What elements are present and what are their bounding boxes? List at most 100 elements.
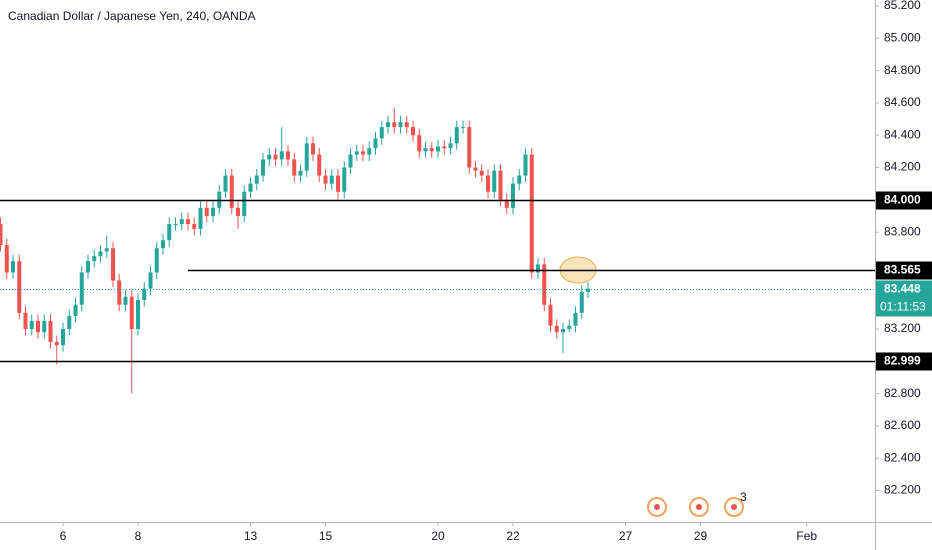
candle-body (129, 296, 134, 329)
candle-body (292, 159, 297, 176)
candle-body (54, 341, 59, 346)
candle-body (223, 175, 228, 192)
candle-body (117, 280, 122, 305)
candle-body (523, 154, 528, 176)
candle-body (23, 312, 28, 329)
candle-body (361, 151, 365, 155)
candle-body (517, 175, 522, 184)
y-tick-label: 85.200 (884, 0, 921, 12)
candle-body (286, 151, 290, 160)
candle-body (86, 261, 90, 273)
level-label-box (876, 191, 932, 210)
candle-body (79, 272, 84, 305)
candle-body (111, 248, 115, 281)
candle-body (154, 248, 159, 273)
candle-body (192, 224, 197, 229)
y-tick-label: 82.600 (884, 418, 921, 432)
level-label: 82.999 (884, 354, 921, 368)
events: 3 (647, 490, 747, 517)
event-dot (696, 504, 702, 510)
y-tick-label: 84.600 (884, 95, 921, 109)
candle-body (204, 207, 209, 216)
candle-body (104, 248, 109, 252)
candle-body (498, 170, 503, 200)
candle-body (398, 122, 403, 128)
last-price-label: 83.448 (884, 282, 921, 296)
candle-body (348, 154, 353, 168)
candle-body (11, 261, 15, 273)
y-tick-label: 82.200 (884, 483, 921, 497)
y-tick-label: 82.800 (884, 386, 921, 400)
candle-body (17, 261, 22, 313)
candle-body (173, 224, 178, 226)
candle-body (467, 127, 472, 168)
event-dot (654, 504, 660, 510)
candle-body (529, 154, 534, 273)
candle-body (448, 143, 453, 149)
candle-body (417, 135, 422, 152)
candle-body (567, 325, 572, 329)
x-tick-label: 6 (60, 529, 67, 543)
candle-body (36, 320, 40, 333)
candle-body (167, 224, 172, 241)
candle-body (342, 167, 347, 192)
candle-body (267, 154, 272, 160)
candle-body (561, 328, 565, 333)
candle-body (554, 325, 559, 333)
candle-body (386, 122, 390, 128)
candle-body (336, 175, 340, 192)
x-tick-label: 20 (431, 529, 445, 543)
y-tick-label: 83.200 (884, 321, 921, 335)
candle-body (367, 148, 372, 155)
candle-body (148, 272, 153, 289)
x-tick-label: 13 (244, 529, 258, 543)
candle-body (429, 148, 434, 152)
candle-body (211, 207, 215, 216)
x-tick-label: 8 (135, 529, 142, 543)
y-tick-label: 84.400 (884, 127, 921, 141)
candle-body (73, 304, 78, 317)
candle-body (67, 316, 72, 329)
candle-body (161, 240, 165, 249)
y-tick-label: 84.800 (884, 63, 921, 77)
chart-title: Canadian Dollar / Japanese Yen, 240, OAN… (8, 9, 256, 23)
candle-body (273, 154, 278, 160)
y-tick-label: 82.400 (884, 450, 921, 464)
candle-body (186, 219, 190, 225)
y-tick-label: 83.800 (884, 224, 921, 238)
candle-body (298, 170, 303, 176)
level-label-box (876, 352, 932, 371)
candle-body (42, 320, 47, 333)
candle-body (48, 320, 53, 342)
x-tick-label: 15 (319, 529, 333, 543)
candle-body (254, 175, 259, 184)
candle-body (4, 245, 9, 273)
candle-body (248, 183, 253, 192)
candle-body (461, 127, 465, 129)
candle-body (61, 328, 65, 346)
candle-body (229, 175, 234, 208)
candle-body (329, 175, 334, 184)
candle-body (323, 175, 328, 184)
candle-body (179, 219, 184, 225)
candle-body (579, 291, 584, 313)
candle-body (379, 127, 384, 139)
candle-body (436, 146, 440, 152)
candle-body (304, 143, 309, 171)
x-tick-label: 27 (619, 529, 633, 543)
candle-body (311, 143, 315, 155)
candle-body (504, 199, 509, 208)
x-tick-label: 29 (694, 529, 708, 543)
candle-body (261, 159, 265, 176)
candle-body (392, 122, 397, 128)
last-price-box (876, 280, 932, 317)
candle-body (279, 151, 284, 160)
level-label-box (876, 261, 932, 280)
candle-body (479, 170, 484, 176)
y-tick-label: 84.200 (884, 160, 921, 174)
candle-body (473, 167, 478, 171)
candle-body (29, 320, 34, 329)
